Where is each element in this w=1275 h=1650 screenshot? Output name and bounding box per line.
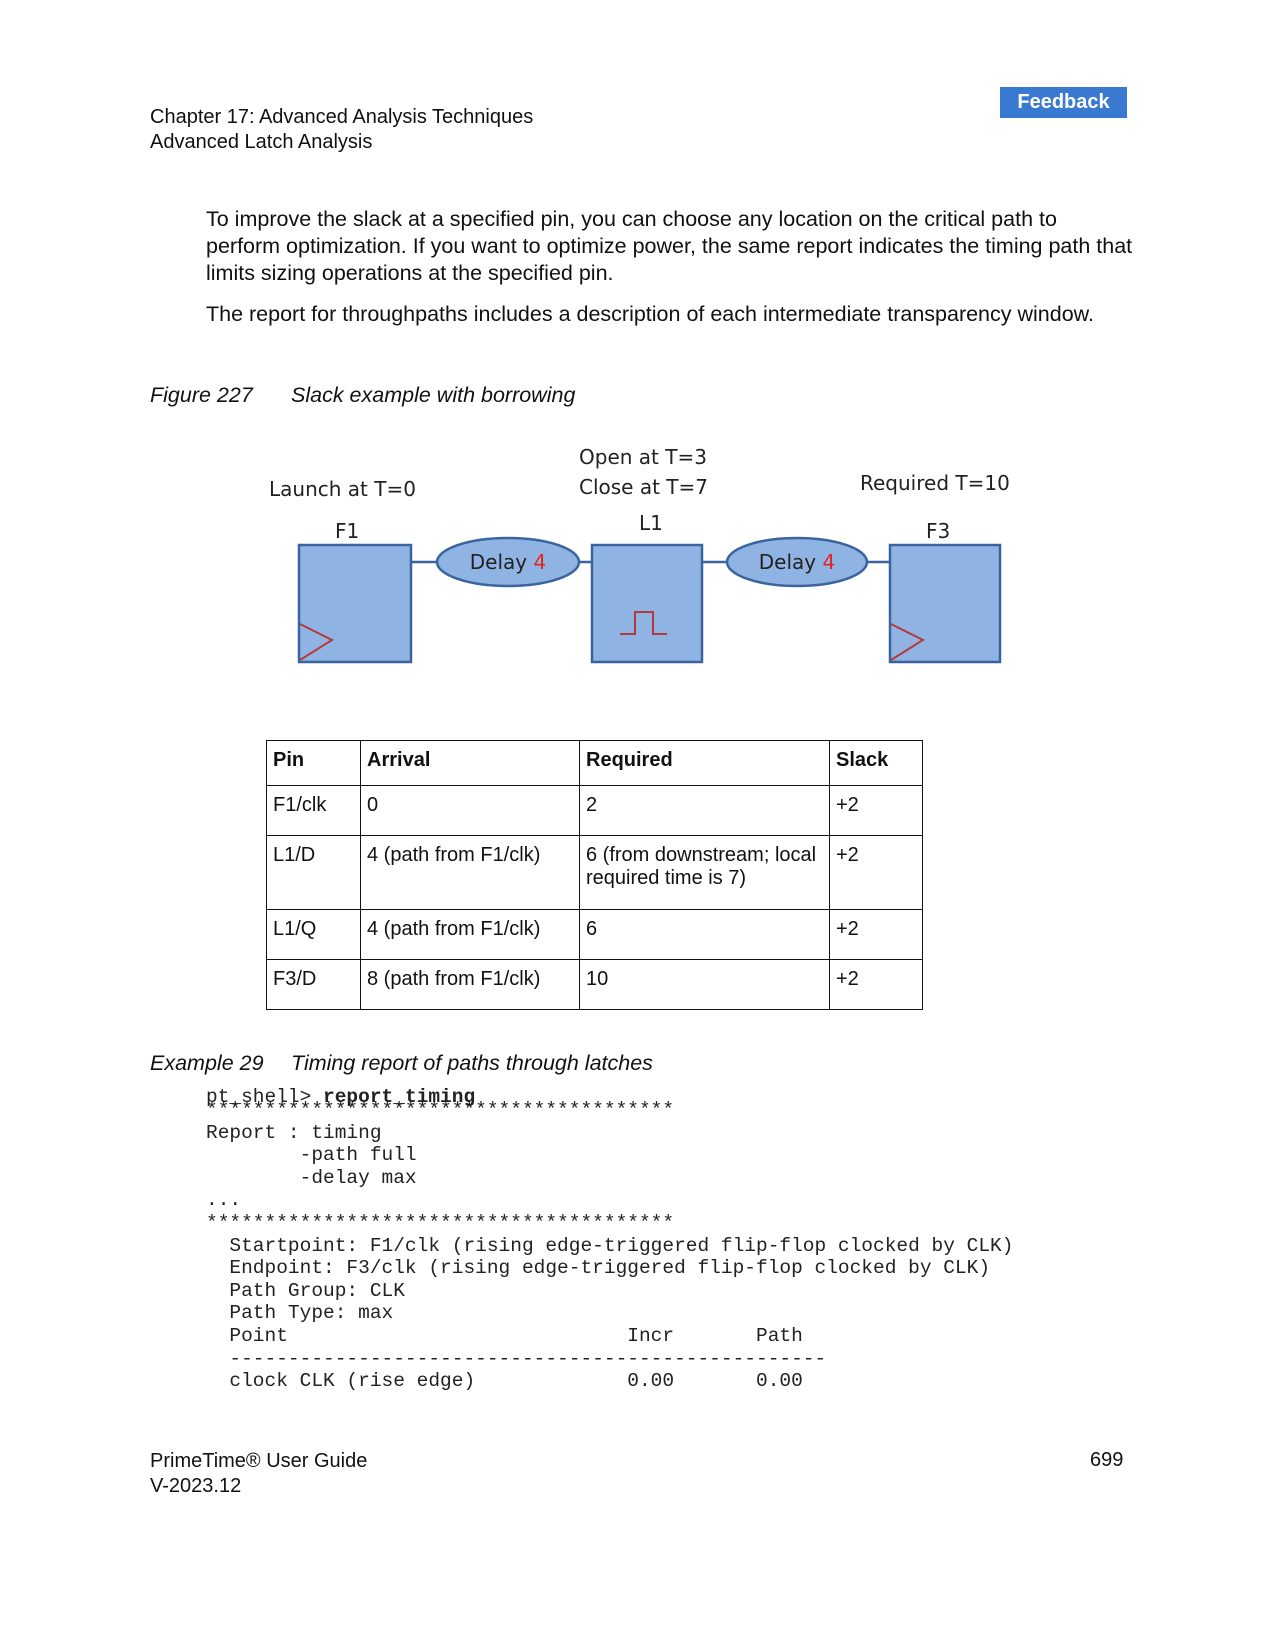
table-row: F3/D 8 (path from F1/clk) 10 +2 — [266, 959, 923, 1010]
code-line: **************************************** — [206, 1099, 675, 1121]
latch-pulse-icon — [620, 611, 667, 635]
cell-slack: +2 — [829, 785, 923, 836]
header-pin: Pin — [266, 740, 361, 786]
cell-pin: L1/Q — [266, 909, 361, 960]
figure-title: Slack example with borrowing — [291, 383, 576, 407]
cell-slack: +2 — [829, 909, 923, 960]
code-line: Point Incr Path — [206, 1324, 803, 1347]
delay-label-2: Delay 4 — [759, 550, 835, 574]
footer-product: PrimeTime® User Guide — [150, 1450, 368, 1472]
cell-required: 10 — [579, 959, 830, 1010]
header-arrival: Arrival — [360, 740, 580, 786]
delay-value-1: 4 — [533, 550, 546, 574]
table-header-row: Pin Arrival Required Slack — [266, 740, 923, 786]
f1-flipflop-block — [297, 543, 413, 664]
code-line: Startpoint: F1/clk (rising edge-triggere… — [206, 1234, 1014, 1257]
open-label: Open at T=3 — [579, 445, 707, 469]
figure-number: Figure 227 — [150, 383, 253, 407]
example-title: Timing report of paths through latches — [291, 1051, 653, 1075]
delay-text-2: Delay — [759, 550, 823, 574]
block-label-l1: L1 — [639, 511, 663, 535]
delay-value-2: 4 — [822, 550, 835, 574]
paragraph-2: The report for throughpaths includes a d… — [206, 302, 1094, 326]
paragraph-1: To improve the slack at a specified pin,… — [206, 207, 1133, 285]
cell-required: 6 (from downstream; local required time … — [579, 835, 830, 910]
cell-slack: +2 — [829, 835, 923, 910]
code-line: -path full — [206, 1144, 417, 1167]
l1-latch-block — [590, 543, 704, 664]
block-label-f1: F1 — [335, 519, 359, 543]
code-line: **************************************** — [206, 1211, 675, 1234]
code-line: ... — [206, 1189, 242, 1212]
chapter-title: Chapter 17: Advanced Analysis Techniques — [150, 106, 534, 128]
block-label-f3: F3 — [926, 519, 950, 543]
code-line: clock CLK (rise edge) 0.00 0.00 — [206, 1370, 803, 1393]
feedback-button[interactable]: Feedback — [1000, 87, 1127, 118]
cell-pin: L1/D — [266, 835, 361, 910]
shell-command: report_timing — [323, 1086, 476, 1108]
header-required: Required — [579, 740, 830, 786]
f1-clock-triangle-icon — [299, 623, 335, 661]
code-line: Path Group: CLK — [206, 1279, 405, 1302]
figure-caption: Figure 227 Slack example with borrowing — [150, 383, 575, 408]
required-label: Required T=10 — [860, 471, 1010, 495]
table-row: L1/D 4 (path from F1/clk) 6 (from downst… — [266, 835, 923, 910]
cell-arrival: 8 (path from F1/clk) — [360, 959, 580, 1010]
cell-slack: +2 — [829, 959, 923, 1010]
delay-text-1: Delay — [470, 550, 534, 574]
code-line: -delay max — [206, 1166, 417, 1189]
delay-label-1: Delay 4 — [470, 550, 546, 574]
code-line: Report : timing — [206, 1121, 382, 1144]
f3-flipflop-block — [888, 543, 1002, 664]
section-title: Advanced Latch Analysis — [150, 131, 373, 153]
cell-required: 2 — [579, 785, 830, 836]
code-line: ----------------------------------------… — [206, 1347, 827, 1370]
code-line: Endpoint: F3/clk (rising edge-triggered … — [206, 1257, 991, 1280]
slack-table: Pin Arrival Required Slack F1/clk 0 2 +2… — [266, 740, 923, 1010]
close-label: Close at T=7 — [579, 475, 708, 499]
table-row: L1/Q 4 (path from F1/clk) 6 +2 — [266, 909, 923, 960]
code-block: ****************************************… — [206, 1099, 1013, 1393]
cell-required: 6 — [579, 909, 830, 960]
example-number: Example 29 — [150, 1051, 264, 1075]
cell-arrival: 0 — [360, 785, 580, 836]
cell-pin: F3/D — [266, 959, 361, 1010]
launch-label: Launch at T=0 — [269, 477, 416, 501]
footer-version: V-2023.12 — [150, 1475, 242, 1497]
page-number: 699 — [1090, 1449, 1124, 1471]
slack-diagram: Launch at T=0 Open at T=3 Close at T=7 R… — [269, 445, 1010, 664]
header-slack: Slack — [829, 740, 923, 786]
table-row: F1/clk 0 2 +2 — [266, 785, 923, 836]
cell-pin: F1/clk — [266, 785, 361, 836]
cell-arrival: 4 (path from F1/clk) — [360, 909, 580, 960]
delay-ellipse-1 — [435, 536, 581, 588]
cell-arrival: 4 (path from F1/clk) — [360, 835, 580, 910]
f3-clock-triangle-icon — [890, 623, 926, 661]
code-command-line: pt_shell> report_timing — [206, 1086, 475, 1108]
shell-prompt: pt_shell> — [206, 1086, 324, 1108]
delay-ellipse-2 — [725, 536, 869, 588]
code-line: Path Type: max — [206, 1302, 394, 1325]
example-caption: Example 29 Timing report of paths through… — [150, 1051, 653, 1076]
